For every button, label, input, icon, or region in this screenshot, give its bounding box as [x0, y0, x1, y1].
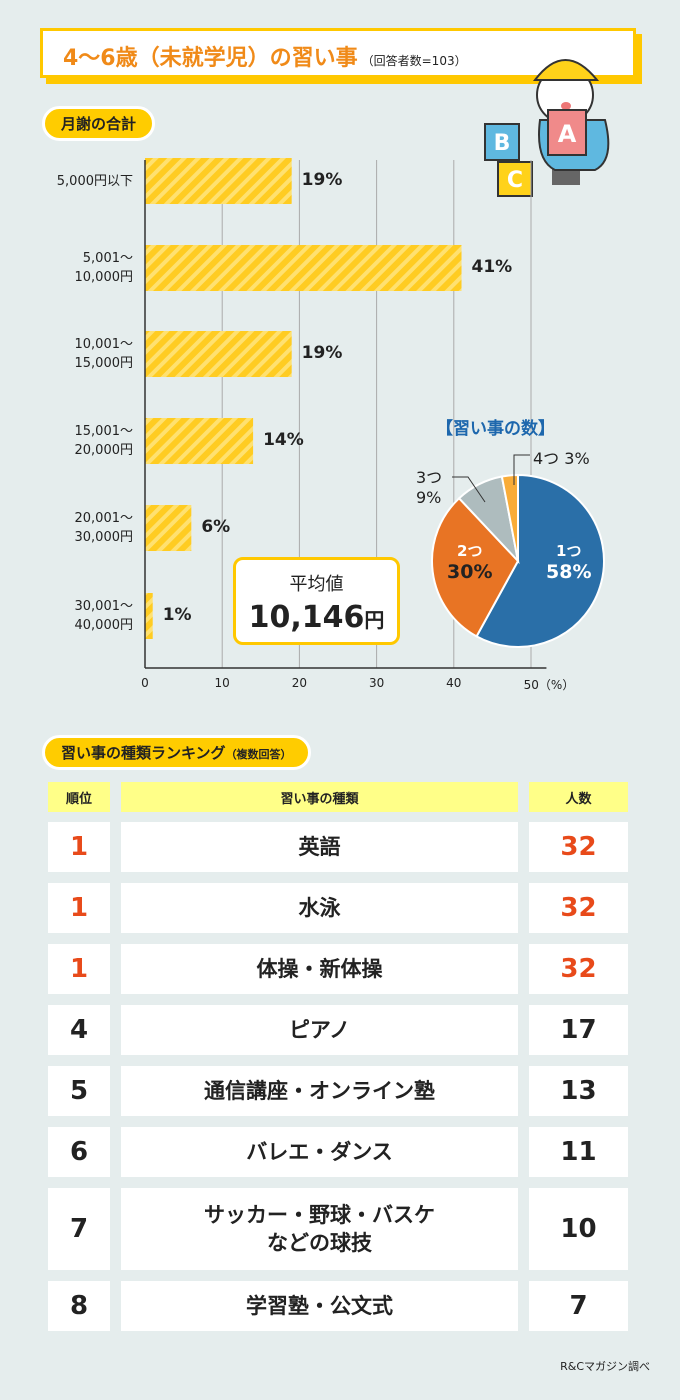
- pie-label-1: 1つ 58%: [546, 542, 592, 583]
- category-label: 20,001～ 30,000円: [74, 511, 134, 545]
- bar: [145, 245, 462, 291]
- header-count: 人数: [529, 782, 628, 812]
- section-label-fee: 月謝の合計: [42, 106, 156, 141]
- name-cell: 学習塾・公文式: [121, 1281, 518, 1331]
- x-tick-label: 10: [214, 676, 230, 690]
- name-cell: 水泳: [121, 883, 518, 933]
- bar-value-label: 14%: [263, 430, 304, 450]
- count-cell: 32: [529, 883, 628, 933]
- pie-label-2: 2つ 30%: [447, 542, 493, 583]
- count-cell: 11: [529, 1127, 628, 1177]
- name-cell: 英語: [121, 822, 518, 872]
- count-cell: 7: [529, 1281, 628, 1331]
- bar-value-label: 6%: [201, 517, 231, 537]
- pie-chart: [431, 473, 605, 648]
- name-cell: サッカー・野球・バスケ などの球技: [121, 1188, 518, 1270]
- header-name: 習い事の種類: [121, 782, 518, 812]
- count-cell: 32: [529, 944, 628, 994]
- bar-value-label: 19%: [301, 343, 343, 363]
- average-box: 平均値 10,146円: [233, 557, 400, 645]
- x-tick-label: 30: [368, 676, 385, 690]
- svg-text:B: B: [494, 131, 511, 156]
- name-cell: バレエ・ダンス: [121, 1127, 518, 1177]
- rank-cell: 1: [48, 944, 110, 994]
- pie-leader-lines: [452, 454, 530, 503]
- category-label: 15,001～ 20,000円: [74, 424, 134, 458]
- svg-text:C: C: [507, 168, 523, 193]
- block-c: [497, 161, 533, 197]
- x-tick-label: 20: [291, 676, 308, 690]
- category-label: 5,001～ 10,000円: [74, 251, 134, 285]
- name-cell: ピアノ: [121, 1005, 518, 1055]
- block-b: [484, 123, 520, 161]
- title-sub: （回答者数=103）: [361, 54, 467, 68]
- count-cell: 13: [529, 1066, 628, 1116]
- section-label-ranking: 習い事の種類ランキング（複数回答）: [42, 735, 311, 770]
- count-cell: 17: [529, 1005, 628, 1055]
- block-a: [547, 109, 587, 156]
- title-main: 4～6歳（未就学児）の習い事: [63, 46, 358, 71]
- name-cell: 体操・新体操: [121, 944, 518, 994]
- average-value: 10,146: [248, 600, 365, 635]
- average-label: 平均値: [289, 574, 344, 595]
- category-label: 5,000円以下: [56, 173, 133, 189]
- credit: R&Cマガジン調べ: [560, 1360, 650, 1373]
- svg-text:A: A: [558, 120, 577, 148]
- pie-label-3: 3つ 9%: [416, 468, 443, 507]
- pie-slice: [475, 473, 605, 648]
- bar: [145, 593, 153, 639]
- bar-value-label: 19%: [301, 170, 343, 190]
- rank-cell: 7: [48, 1188, 110, 1270]
- header-rank: 順位: [48, 782, 110, 812]
- pie-label-4: 4つ 3%: [533, 449, 590, 468]
- rank-cell: 1: [48, 883, 110, 933]
- bar-value-label: 41%: [471, 257, 513, 277]
- page-title: 4～6歳（未就学児）の習い事 （回答者数=103）: [63, 40, 467, 72]
- title-box: 4～6歳（未就学児）の習い事 （回答者数=103）: [40, 28, 636, 78]
- bar: [145, 331, 292, 377]
- x-tick-label: 40: [446, 676, 462, 690]
- pie-title: 【習い事の数】: [436, 419, 555, 439]
- category-label: 30,001～ 40,000円: [74, 599, 134, 633]
- name-cell: 通信講座・オンライン塾: [121, 1066, 518, 1116]
- child-illustration: A B C: [484, 59, 610, 197]
- x-tick-label: 50（%）: [523, 678, 575, 692]
- bar: [145, 418, 254, 464]
- rank-cell: 8: [48, 1281, 110, 1331]
- bar: [145, 505, 192, 551]
- rank-cell: 6: [48, 1127, 110, 1177]
- rank-cell: 5: [48, 1066, 110, 1116]
- rank-cell: 1: [48, 822, 110, 872]
- category-label: 10,001～ 15,000円: [74, 337, 134, 371]
- pie-slice: [431, 496, 520, 638]
- rank-cell: 4: [48, 1005, 110, 1055]
- count-cell: 10: [529, 1188, 628, 1270]
- bar: [145, 158, 292, 204]
- pie-slice: [500, 473, 519, 562]
- x-tick-label: 0: [141, 676, 149, 690]
- average-unit: 円: [364, 608, 385, 632]
- bar-value-label: 1%: [162, 605, 192, 625]
- count-cell: 32: [529, 822, 628, 872]
